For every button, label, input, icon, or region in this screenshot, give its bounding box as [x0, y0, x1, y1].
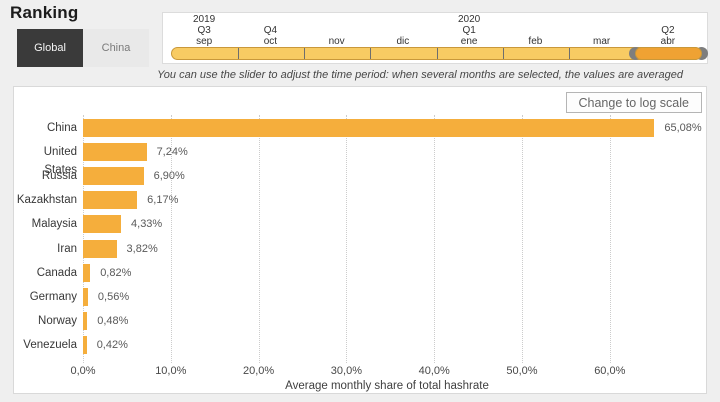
tab-china-label: China [101, 42, 131, 54]
gridline-20pct [258, 115, 260, 363]
slider-selected-range[interactable] [634, 47, 702, 60]
x-tick-label-30pct: 30,0% [330, 365, 362, 377]
slider-segment-divider [569, 48, 570, 59]
quarter-label-q4: Q4 [263, 25, 278, 36]
month-label-dic: dic [396, 36, 410, 47]
month-label-abr: abr [660, 36, 676, 47]
month-label-oct: oct [263, 36, 278, 47]
month-label-sep: sep [196, 36, 213, 47]
time-period-panel: sep Q3 2019 oct Q4 nov dic ene Q1 2020 feb mar abr Q2 [162, 12, 708, 64]
change-log-scale-button[interactable]: Change to log scale [565, 92, 702, 113]
bar-malaysia[interactable] [83, 215, 122, 234]
x-tick-label-20pct: 20,0% [242, 365, 275, 377]
bar-iran[interactable] [83, 239, 117, 258]
quarter-label-q3: Q3 [197, 25, 211, 36]
bar-germany[interactable] [83, 287, 88, 306]
tab-china[interactable]: China [83, 29, 149, 67]
quarter-label-q2: Q2 [661, 25, 675, 36]
x-tick-label-50pct: 50,0% [506, 365, 538, 377]
x-axis-label: Average monthly share of total hashrate [285, 380, 489, 392]
value-label-united-states: 7,24% [156, 146, 188, 159]
bar-canada[interactable] [83, 263, 91, 282]
value-label-canada: 0,82% [100, 266, 132, 279]
quarter-label-q1: Q1 [462, 25, 476, 36]
slider-segment-divider [370, 48, 372, 59]
month-label-mar: mar [593, 36, 611, 47]
gridline-10pct [170, 115, 172, 363]
tab-global-label: Global [34, 42, 66, 54]
country-label-venezuela: Venezuela [23, 338, 77, 351]
value-label-kazakhstan: 6,17% [147, 194, 179, 207]
gridline-40pct [434, 115, 436, 363]
month-label-feb: feb [528, 36, 543, 47]
gridline-60pct [609, 115, 611, 363]
slider-segment-divider [304, 48, 305, 59]
slider-segment-divider [237, 48, 239, 59]
value-label-venezuela: 0,42% [96, 338, 128, 351]
country-label-malaysia: Malaysia [31, 218, 77, 231]
country-label-germany: Germany [29, 290, 77, 303]
value-label-china: 65,08% [664, 122, 702, 134]
value-label-norway: 0,48% [97, 314, 129, 327]
value-label-malaysia: 4,33% [131, 218, 163, 231]
x-tick-label-40pct: 40,0% [418, 365, 450, 377]
x-tick-label-0pct: 0,0% [70, 365, 96, 377]
slider-hint-text: You can use the slider to adjust the tim… [157, 69, 683, 81]
x-tick-label-60pct: 60,0% [594, 365, 626, 377]
bar-russia[interactable] [83, 167, 144, 186]
month-label-ene: ene [460, 36, 478, 47]
month-label-nov: nov [328, 36, 345, 47]
gridline-30pct [346, 115, 348, 363]
gridline-50pct [522, 115, 523, 363]
country-label-canada: Canada [36, 266, 77, 279]
year-label-2019: 2019 [193, 14, 216, 25]
country-label-china: China [46, 122, 77, 134]
country-label-iran: Iran [57, 242, 77, 255]
country-label-russia: Russia [41, 170, 77, 183]
time-slider-track[interactable] [171, 47, 708, 60]
bar-norway[interactable] [83, 311, 88, 330]
ranking-chart-panel: Change to log scale 0,0% 10,0% 20,0% 30,0% 4… [13, 86, 707, 394]
country-label-norway: Norway [38, 314, 77, 327]
bar-united-states[interactable] [83, 143, 147, 162]
page-title: Ranking [10, 3, 79, 22]
tab-global[interactable]: Global [17, 29, 83, 67]
bar-venezuela[interactable] [83, 335, 87, 354]
value-label-germany: 0,56% [97, 290, 130, 303]
slider-segment-divider [502, 48, 504, 59]
x-tick-label-10pct: 10,0% [155, 365, 187, 377]
country-label-kazakhstan: Kazakhstan [16, 194, 77, 207]
value-label-iran: 3,82% [126, 242, 158, 255]
slider-segment-divider [436, 48, 438, 59]
country-label-united-states: United States [43, 146, 77, 177]
value-label-russia: 6,90% [153, 170, 185, 183]
bar-china[interactable] [83, 119, 655, 137]
gridline-0pct [83, 115, 84, 363]
year-label-2020: 2020 [458, 14, 481, 25]
bar-kazakhstan[interactable] [83, 191, 138, 210]
